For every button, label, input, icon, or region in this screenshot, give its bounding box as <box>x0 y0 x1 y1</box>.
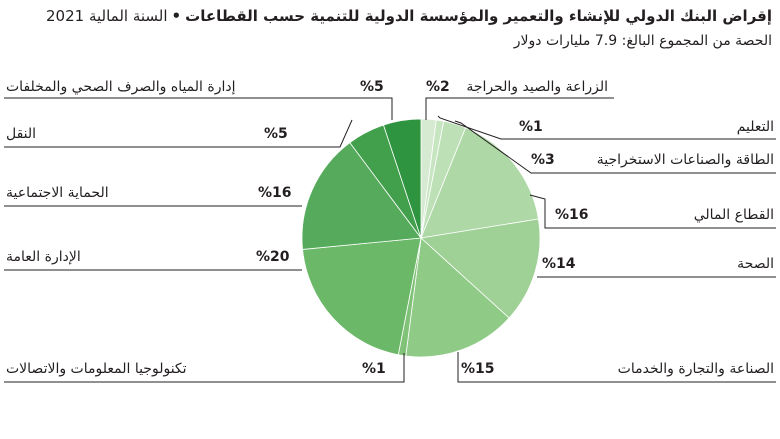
slice-pct-industry: %15 <box>461 361 495 377</box>
leader-line-ict <box>4 353 405 383</box>
chart-title-row: إقراض البنك الدولي للإنشاء والتعمير والم… <box>2 6 772 26</box>
pie-slice-health <box>420 218 541 319</box>
slice-pct-agriculture: %2 <box>426 79 450 95</box>
slice-pct-education: %1 <box>519 119 543 135</box>
slice-label-energy: الطاقة والصناعات الاستخراجية <box>596 152 774 168</box>
chart-subtitle: الحصة من المجموع البالغ: 7.9 مليارات دول… <box>513 33 772 49</box>
leader-line-industry <box>457 352 776 383</box>
slice-label-industry: الصناعة والتجارة والخدمات <box>617 361 774 377</box>
slice-label-ict: تكنولوجيا المعلومات والاتصالات <box>6 361 187 377</box>
slice-pct-transport: %5 <box>264 126 288 142</box>
fiscal-year: السنة المالية 2021 <box>46 7 168 25</box>
leader-lines <box>4 97 776 383</box>
pie-slice-industry <box>405 237 510 358</box>
pie-slice-finance <box>420 127 539 239</box>
slice-label-transport: النقل <box>6 126 37 142</box>
slice-label-agriculture: الزراعة والصيد والحراجة <box>466 79 608 95</box>
pie-slices <box>301 118 541 358</box>
slice-pct-energy: %3 <box>531 152 555 168</box>
leader-line-education <box>437 115 776 140</box>
slice-label-water: إدارة المياه والصرف الصحي والمخلفات <box>6 79 236 95</box>
slice-pct-social-protection: %16 <box>258 185 292 201</box>
leader-line-water <box>4 97 393 120</box>
slice-label-social-protection: الحماية الاجتماعية <box>6 185 109 201</box>
slice-label-education: التعليم <box>736 119 774 135</box>
pie-slice-social-protection <box>301 142 422 250</box>
slice-label-finance: القطاع المالي <box>693 207 774 223</box>
title-separator: • <box>171 7 182 25</box>
slice-label-public-admin: الإدارة العامة <box>6 249 81 265</box>
slice-label-health: الصحة <box>737 256 774 272</box>
slice-pct-finance: %16 <box>555 207 589 223</box>
slice-pct-ict: %1 <box>362 361 386 377</box>
leader-line-finance <box>529 194 776 229</box>
pie-slice-water <box>382 118 422 239</box>
chart-title: إقراض البنك الدولي للإنشاء والتعمير والم… <box>185 7 772 25</box>
slice-pct-public-admin: %20 <box>256 249 290 265</box>
leader-line-energy <box>454 120 776 174</box>
leader-line-agriculture <box>425 97 614 120</box>
slice-pct-water: %5 <box>360 79 384 95</box>
slice-pct-health: %14 <box>542 256 576 272</box>
pie-slice-public-admin <box>302 237 422 356</box>
leader-line-transport <box>4 119 353 148</box>
